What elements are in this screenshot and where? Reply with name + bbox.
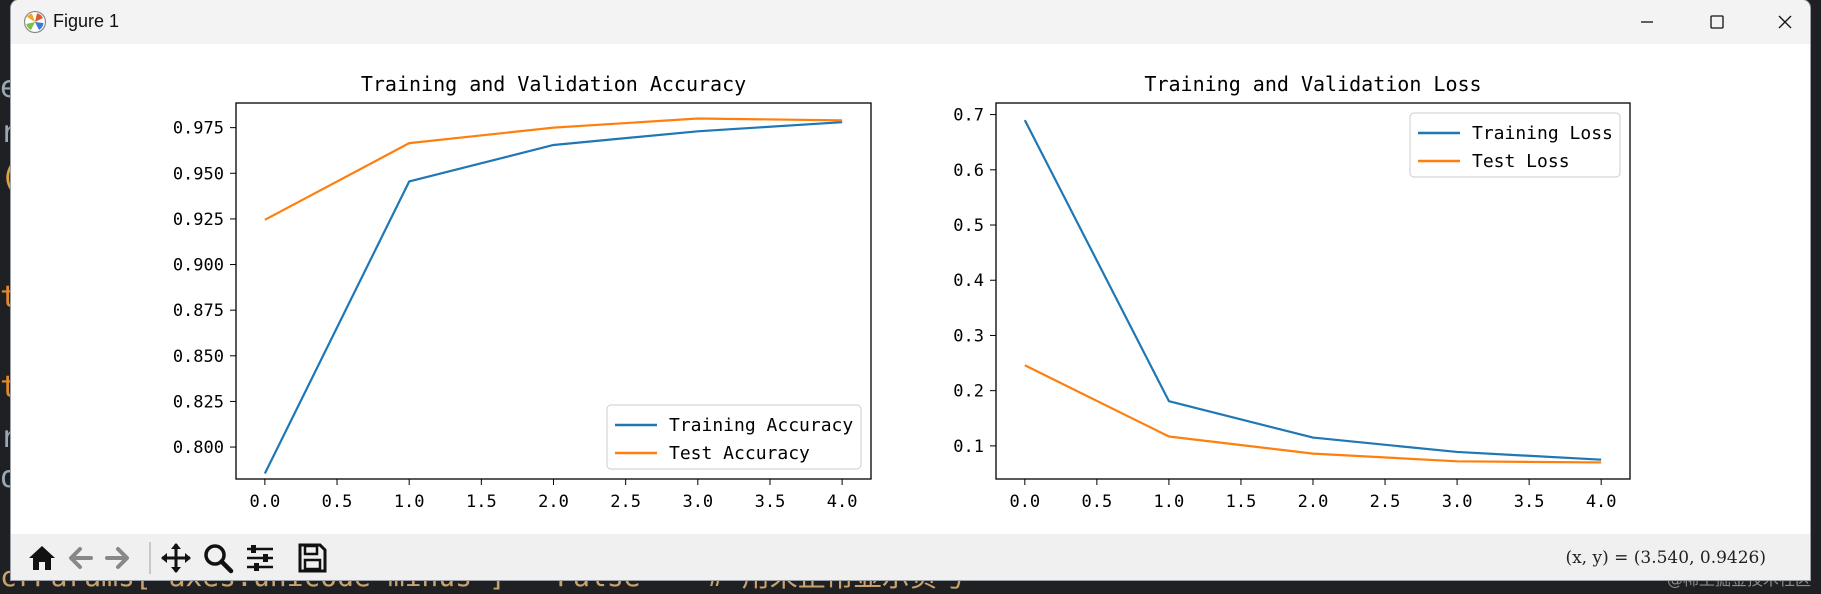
- y-tick-label: 0.825: [173, 392, 224, 412]
- forward-button[interactable]: [101, 541, 135, 575]
- close-icon: [1778, 15, 1792, 29]
- legend-label: Training Loss: [1472, 123, 1613, 144]
- legend-label: Test Accuracy: [669, 443, 810, 464]
- toolbar-separator: [149, 542, 151, 574]
- x-tick-label: 3.5: [755, 492, 786, 512]
- legend-box: [606, 404, 862, 470]
- x-tick-label: 2.5: [610, 492, 641, 512]
- y-tick-label: 0.6: [953, 161, 984, 181]
- x-tick-label: 3.0: [1442, 492, 1473, 512]
- y-tick-label: 0.900: [173, 256, 224, 276]
- back-icon: [69, 547, 93, 569]
- forward-icon: [105, 547, 129, 569]
- y-tick-label: 0.925: [173, 210, 224, 230]
- y-tick-label: 0.875: [173, 301, 224, 321]
- x-tick-label: 3.5: [1514, 492, 1545, 512]
- chart-2: Training and Validation Loss 0.0 0.5 1.0 1.5…: [953, 72, 1631, 512]
- x-tick-label: 0.5: [1082, 492, 1113, 512]
- title-bar[interactable]: Figure 1: [11, 0, 1810, 44]
- x-tick-label: 3.0: [682, 492, 713, 512]
- chart-1: Training and Validation Accuracy 0.0 0.5 1.…: [173, 72, 872, 512]
- x-tick-label: 1.0: [394, 492, 425, 512]
- save-button[interactable]: [295, 541, 329, 575]
- window-title: Figure 1: [53, 11, 120, 31]
- x-tick-label: 1.0: [1154, 492, 1185, 512]
- maximize-icon: [1710, 15, 1724, 29]
- navigation-toolbar: (x, y) = (3.540, 0.9426): [11, 534, 1810, 580]
- legend: Training Loss Test Loss: [1409, 112, 1621, 178]
- home-icon: [29, 546, 55, 570]
- y-tick-label: 0.850: [173, 347, 224, 367]
- back-button[interactable]: [63, 541, 97, 575]
- y-tick-label: 0.975: [173, 119, 224, 139]
- y-tick-label: 0.1: [953, 437, 984, 457]
- figure-svg[interactable]: Training and Validation Accuracy 0.0 0.5 1.…: [11, 44, 1810, 534]
- figure-canvas[interactable]: Training and Validation Accuracy 0.0 0.5 1.…: [11, 44, 1810, 534]
- x-tick-label: 0.0: [250, 492, 281, 512]
- x-tick-label: 2.0: [538, 492, 569, 512]
- series-line-1: [263, 121, 843, 475]
- x-tick-label: 2.0: [1298, 492, 1329, 512]
- zoom-icon: [204, 544, 234, 574]
- minimize-icon: [1641, 21, 1653, 23]
- zoom-button[interactable]: [201, 541, 235, 575]
- configure-subplots-button[interactable]: [243, 541, 277, 575]
- x-tick-label: 1.5: [466, 492, 497, 512]
- x-tick-label: 1.5: [1226, 492, 1257, 512]
- x-tick-label: 2.5: [1370, 492, 1401, 512]
- legend: Training Accuracy Test Accuracy: [606, 404, 862, 470]
- home-button[interactable]: [25, 541, 59, 575]
- x-tick-label: 0.0: [1009, 492, 1040, 512]
- x-tick-label: 4.0: [1586, 492, 1617, 512]
- legend-label: Test Loss: [1472, 151, 1570, 172]
- chart-title: Training and Validation Accuracy: [361, 72, 746, 96]
- pan-button[interactable]: [159, 541, 193, 575]
- figure-window: Figure 1 Training and Validation Accurac…: [11, 0, 1810, 580]
- maximize-button[interactable]: [1682, 0, 1752, 44]
- y-tick-label: 0.7: [953, 106, 984, 126]
- pan-icon: [161, 543, 191, 573]
- series-line-2: [1024, 364, 1602, 464]
- chart-title: Training and Validation Loss: [1144, 72, 1481, 96]
- close-button[interactable]: [1750, 0, 1810, 44]
- configure-subplots-icon: [247, 545, 273, 571]
- legend-label: Training Accuracy: [669, 415, 853, 436]
- legend-box: [1409, 112, 1621, 178]
- y-tick-label: 0.3: [953, 326, 984, 346]
- minimize-button[interactable]: [1612, 0, 1682, 44]
- save-icon: [298, 543, 327, 573]
- y-tick-label: 0.5: [953, 216, 984, 236]
- y-tick-label: 0.4: [953, 271, 984, 291]
- series-line-1: [1023, 119, 1602, 461]
- y-tick-label: 0.800: [173, 438, 224, 458]
- y-tick-label: 0.2: [953, 382, 984, 402]
- coordinate-readout: (x, y) = (3.540, 0.9426): [1565, 548, 1766, 568]
- series-line-2: [264, 117, 843, 221]
- x-tick-label: 0.5: [322, 492, 353, 512]
- y-tick-label: 0.950: [173, 164, 224, 184]
- matplotlib-app-icon: [23, 10, 47, 34]
- x-tick-label: 4.0: [827, 492, 858, 512]
